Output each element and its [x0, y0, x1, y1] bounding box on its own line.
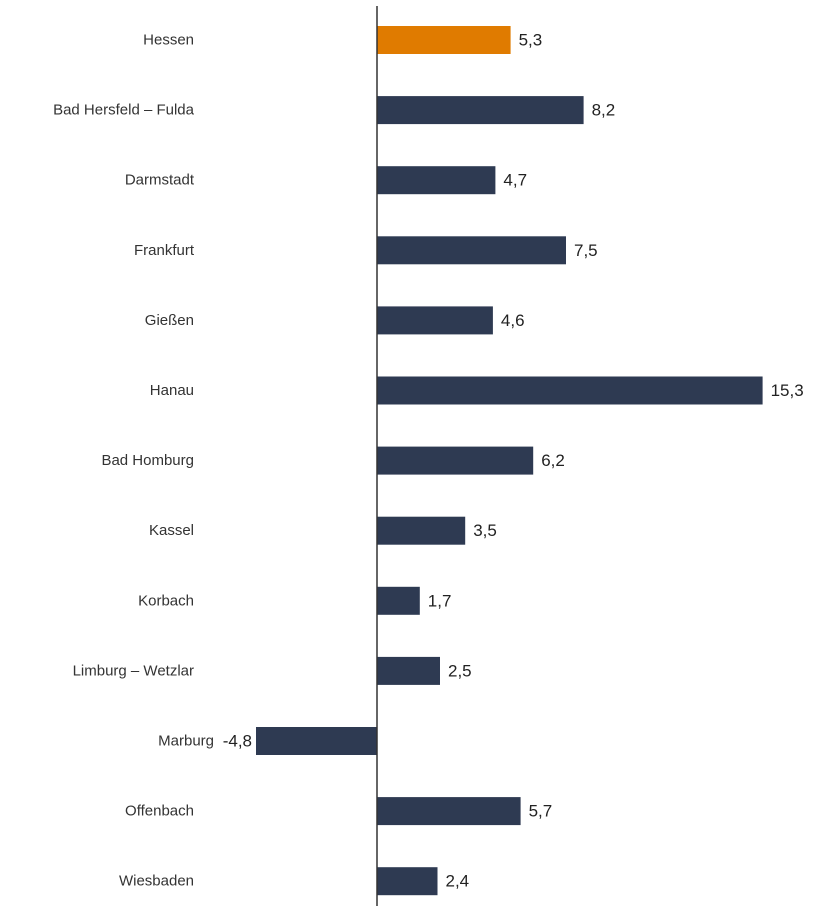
bar-hessen [377, 26, 511, 54]
bar-darmstadt [377, 166, 496, 195]
bar-bad-hersfeld-fulda [377, 96, 584, 125]
bar-wiesbaden [377, 867, 438, 896]
value-label-giessen: 4,6 [501, 311, 525, 330]
category-label-bad-hersfeld-fulda: Bad Hersfeld – Fulda [53, 102, 195, 119]
value-labels-group: 5,3 8,2 4,7 7,5 4,6 15,3 6,2 3,5 1,7 2,5 -4,8 5,7 2,… [223, 31, 804, 891]
category-label-darmstadt: Darmstadt [125, 172, 195, 189]
bar-kassel [377, 516, 466, 545]
category-label-hanau: Hanau [150, 382, 194, 399]
value-label-korbach: 1,7 [428, 591, 452, 610]
value-label-bad-hersfeld-fulda: 8,2 [592, 101, 616, 120]
category-label-hessen: Hessen [143, 32, 194, 49]
category-label-limburg-wetzlar: Limburg – Wetzlar [73, 662, 194, 679]
category-labels-group: Hessen Bad Hersfeld – Fulda Darmstadt Frank… [53, 32, 214, 890]
category-label-giessen: Gießen [145, 312, 194, 329]
value-label-limburg-wetzlar: 2,5 [448, 661, 472, 680]
bar-bad-homburg [377, 446, 534, 475]
bars-group [256, 26, 763, 896]
bar-offenbach [377, 797, 521, 826]
category-label-kassel: Kassel [149, 522, 194, 539]
value-label-marburg: -4,8 [223, 732, 252, 751]
value-label-hessen: 5,3 [519, 31, 543, 50]
bar-giessen [377, 306, 493, 335]
value-label-wiesbaden: 2,4 [446, 872, 470, 891]
value-label-hanau: 15,3 [771, 381, 804, 400]
bar-frankfurt [377, 236, 566, 265]
value-label-darmstadt: 4,7 [503, 171, 527, 190]
bar-korbach [377, 586, 420, 615]
category-label-offenbach: Offenbach [125, 803, 194, 820]
category-label-korbach: Korbach [138, 592, 194, 609]
bar-limburg-wetzlar [377, 656, 440, 685]
bar-hanau [377, 376, 763, 405]
bar-marburg [256, 727, 377, 755]
category-label-bad-homburg: Bad Homburg [101, 452, 194, 469]
category-label-wiesbaden: Wiesbaden [119, 873, 194, 890]
value-label-bad-homburg: 6,2 [541, 451, 565, 470]
category-label-marburg: Marburg [158, 733, 214, 750]
value-label-offenbach: 5,7 [529, 802, 553, 821]
category-label-frankfurt: Frankfurt [134, 242, 195, 259]
value-label-frankfurt: 7,5 [574, 241, 598, 260]
value-label-kassel: 3,5 [473, 521, 497, 540]
